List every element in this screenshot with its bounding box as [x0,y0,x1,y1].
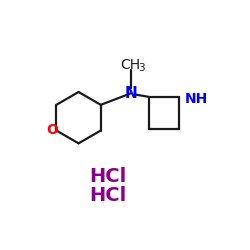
Text: N: N [125,86,138,101]
Text: CH: CH [120,58,140,72]
Text: HCl: HCl [89,167,126,186]
Text: 3: 3 [138,63,145,73]
Text: O: O [46,124,58,138]
Text: HCl: HCl [89,186,126,206]
Text: NH: NH [185,92,208,106]
